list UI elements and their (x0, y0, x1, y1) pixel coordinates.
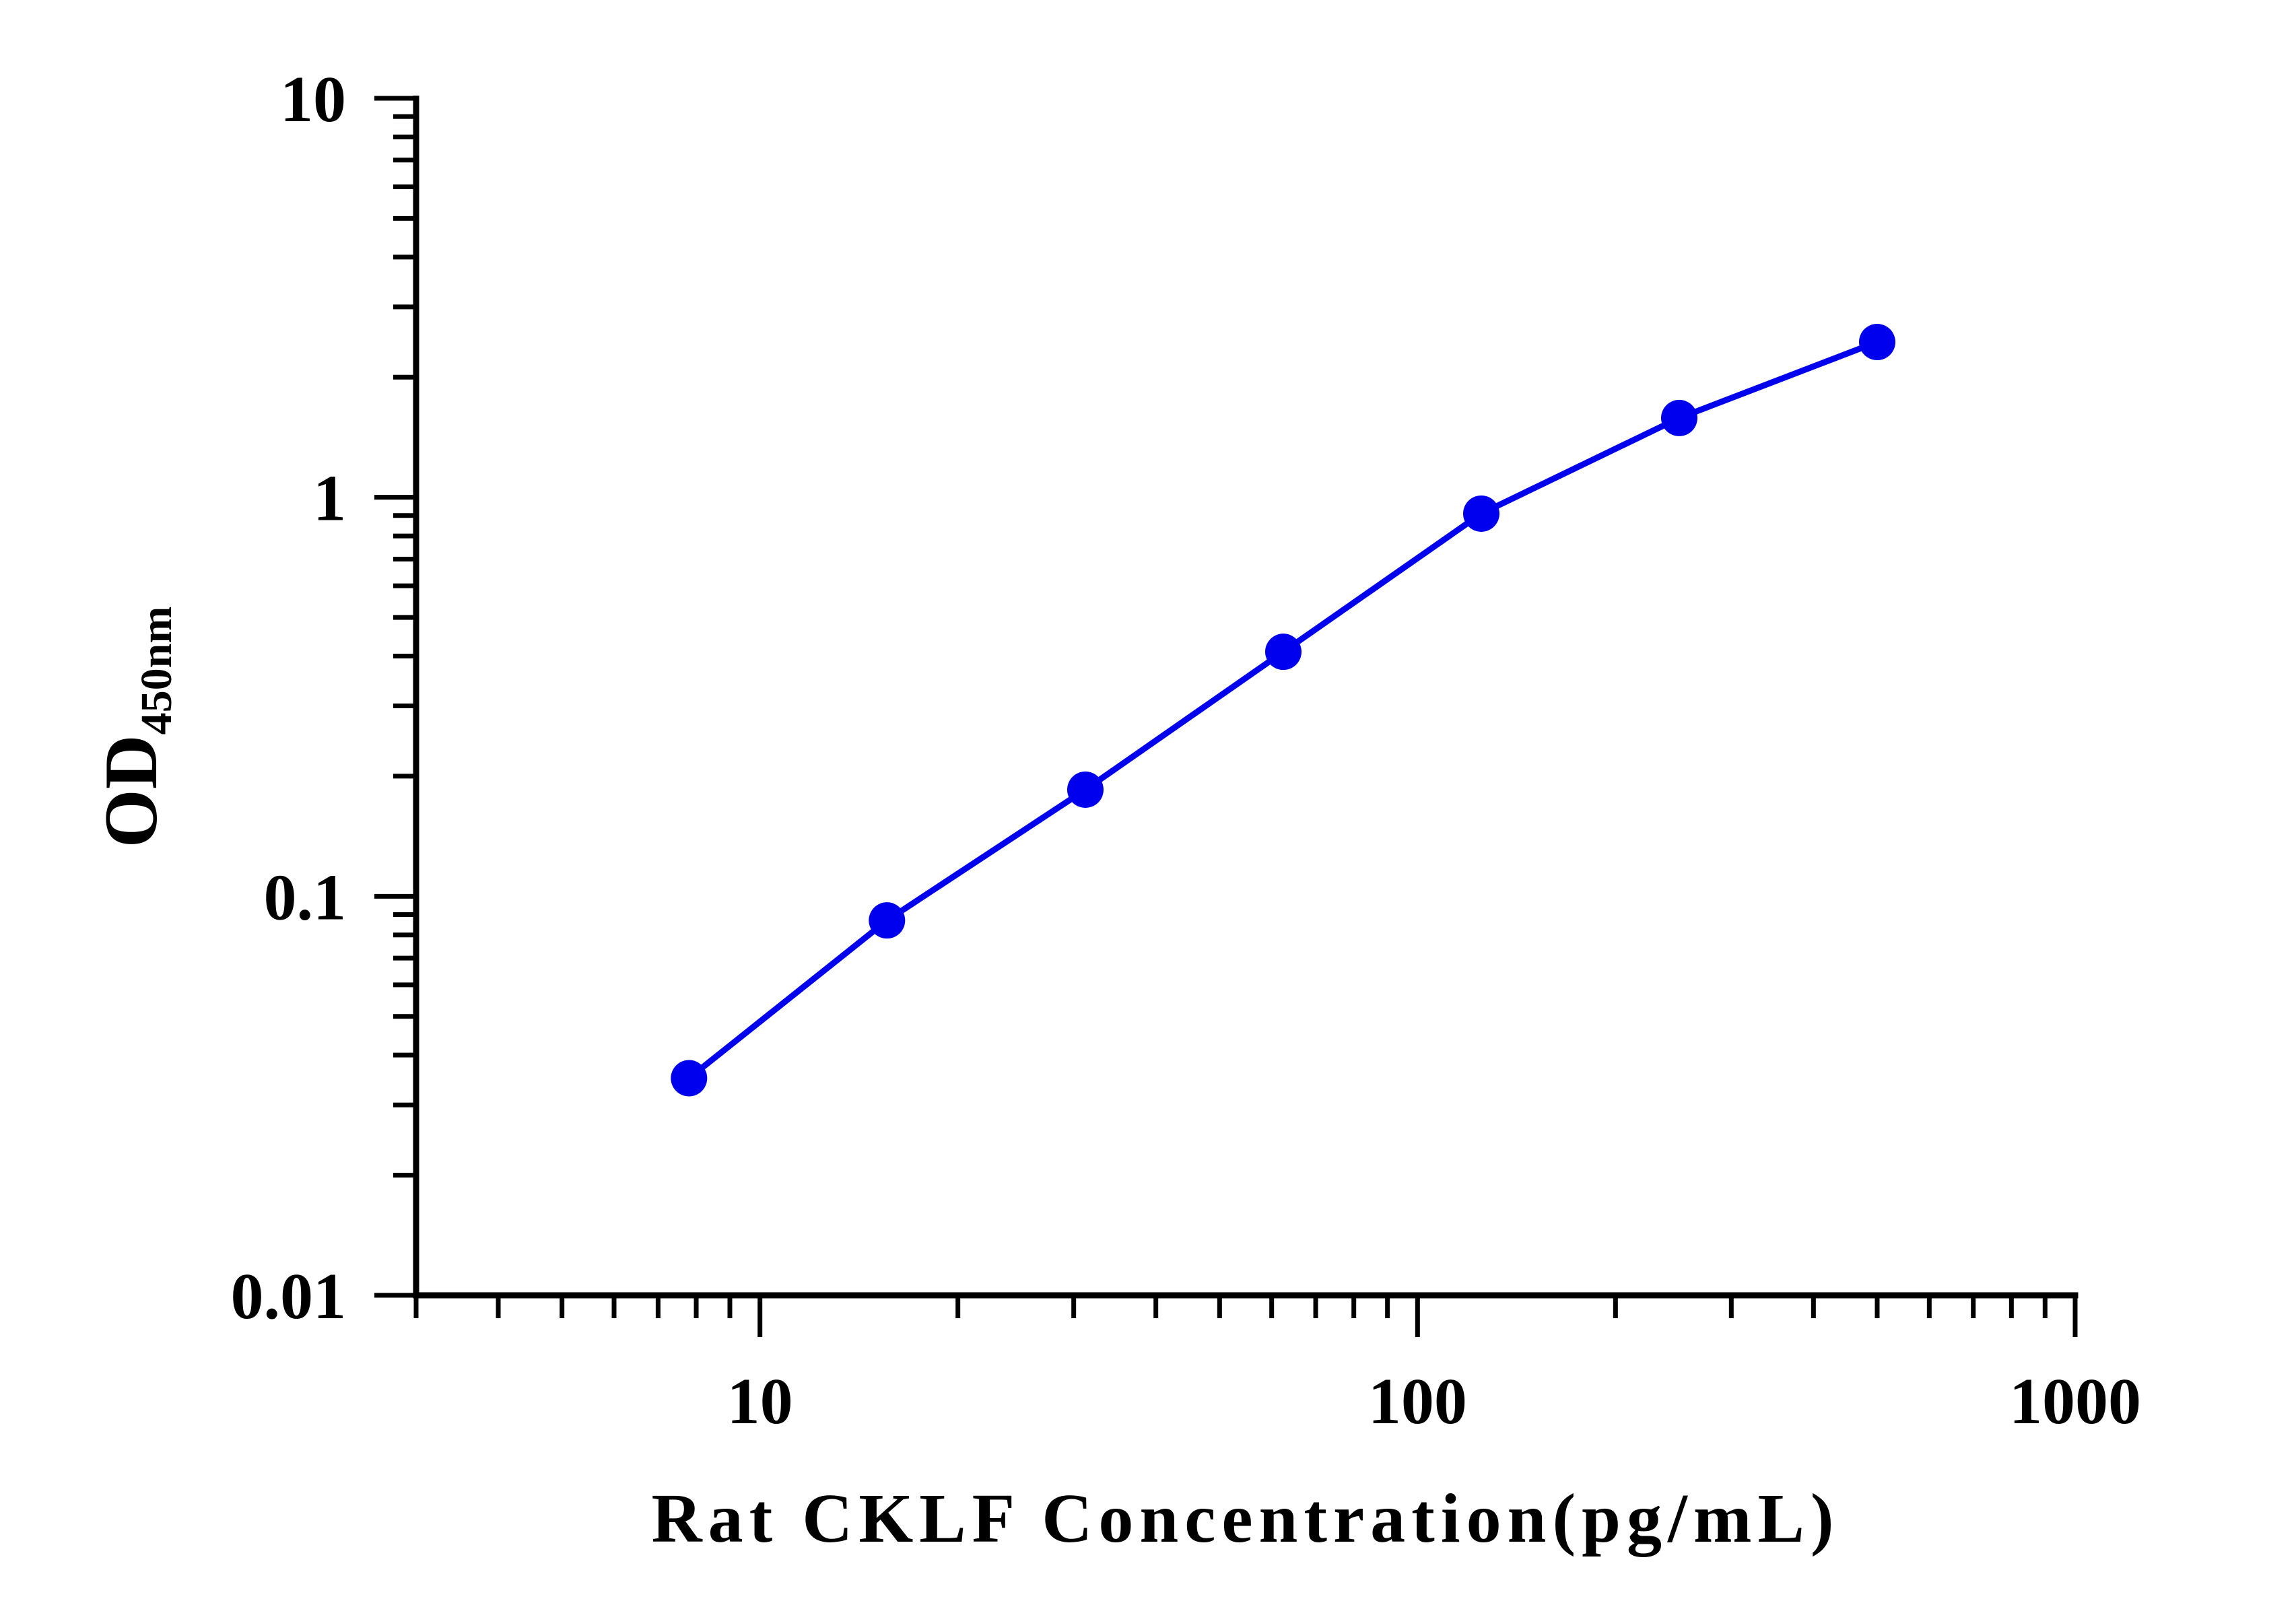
data-point (1462, 495, 1499, 532)
y-tick-label: 1 (313, 463, 346, 535)
data-point (1067, 771, 1104, 808)
data-point (869, 902, 906, 939)
tick-labels: 10 1 0.1 0.01 10 100 1000 (231, 63, 2142, 1438)
series-layer (671, 324, 1895, 1097)
x-tick-label: 100 (1368, 1365, 1467, 1438)
series-line (687, 339, 1879, 1081)
data-point (1264, 634, 1302, 671)
y-axis-title: OD450nm (90, 607, 181, 848)
y-tick-label: 0.01 (231, 1260, 347, 1333)
y-axis-title-subscript: 450nm (132, 607, 181, 735)
y-axis-title-main: OD (90, 734, 173, 848)
x-tick-label: 1000 (2009, 1365, 2141, 1438)
data-point (1858, 324, 1895, 361)
y-tick-label: 0.1 (264, 861, 347, 934)
data-point (1660, 399, 1697, 436)
axes (374, 96, 2079, 1337)
x-axis-title: Rat CKLF Concentration(pg/mL) (651, 1480, 1839, 1557)
x-tick-label: 10 (727, 1365, 793, 1438)
y-tick-label: 10 (280, 63, 346, 136)
data-point (671, 1060, 708, 1097)
